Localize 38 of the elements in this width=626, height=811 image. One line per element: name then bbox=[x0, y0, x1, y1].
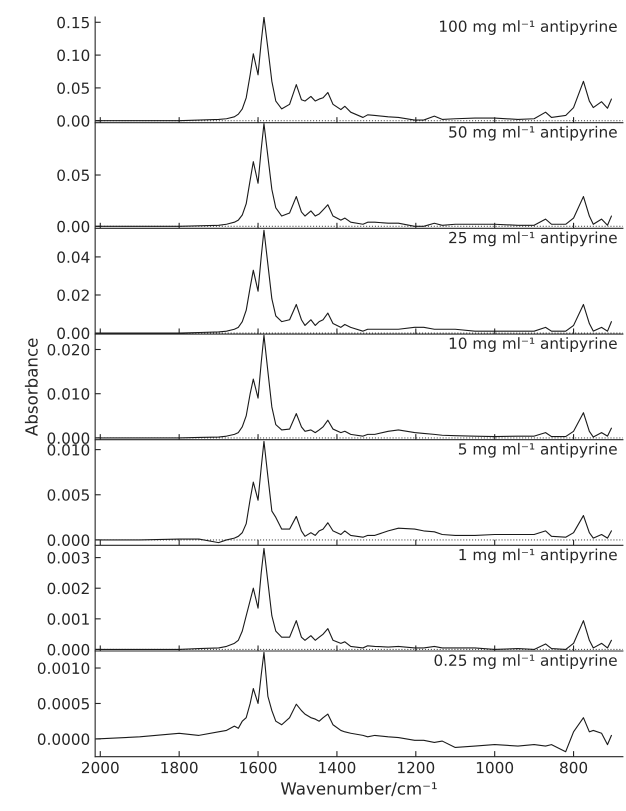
y-tick-label: 0.00 bbox=[57, 115, 90, 127]
y-tick-label: 0.05 bbox=[57, 169, 89, 182]
x-tick-label: 1200 bbox=[398, 762, 434, 774]
y-axis-title: Absorbance bbox=[24, 338, 38, 436]
y-tick-label: 0.000 bbox=[48, 644, 90, 656]
y-tick-label: 0.00 bbox=[57, 220, 90, 232]
y-tick-label: 0.000 bbox=[48, 432, 90, 444]
chart-title: 5 mg ml⁻¹ antipyrine bbox=[458, 442, 617, 458]
y-tick-label: 0.001 bbox=[48, 613, 89, 625]
y-tick-label: 0.010 bbox=[48, 444, 90, 456]
y-tick-label: 0.020 bbox=[48, 344, 90, 356]
y-tick-label: 0.010 bbox=[48, 388, 90, 400]
y-tick-label: 0.000 bbox=[48, 534, 90, 546]
x-tick-label: 800 bbox=[560, 762, 588, 774]
chart-title: 1 mg ml⁻¹ antipyrine bbox=[459, 548, 617, 564]
y-tick-label: 0.00 bbox=[57, 328, 90, 340]
y-tick-label: 0.003 bbox=[48, 552, 90, 564]
y-tick-label: 0.02 bbox=[57, 289, 89, 302]
chart-title: 25 mg ml⁻¹ antipyrine bbox=[449, 232, 617, 246]
x-axis-title: Wavenumber/cm⁻¹ bbox=[280, 782, 437, 796]
x-tick-label: 1000 bbox=[476, 762, 514, 774]
y-tick-label: 0.05 bbox=[57, 82, 89, 94]
y-tick-label: 0.005 bbox=[48, 489, 89, 501]
y-tick-label: 0.0010 bbox=[38, 662, 90, 674]
y-tick-label: 0.0005 bbox=[38, 698, 89, 710]
x-tick-label: 1400 bbox=[319, 762, 356, 774]
y-tick-label: 0.10 bbox=[57, 50, 90, 62]
x-tick-label: 2000 bbox=[82, 762, 119, 774]
chart-title: 0.25 mg ml⁻¹ antipyrine bbox=[434, 654, 617, 669]
chart-title: 50 mg ml⁻¹ antipyrine bbox=[449, 126, 617, 141]
x-tick-label: 1800 bbox=[161, 762, 198, 774]
y-tick-label: 0.04 bbox=[57, 251, 90, 263]
y-tick-label: 0.002 bbox=[48, 582, 89, 594]
y-tick-label: 0.15 bbox=[57, 16, 89, 28]
chart-title: 10 mg ml⁻¹ antipyrine bbox=[450, 337, 617, 352]
x-tick-label: 1600 bbox=[240, 762, 276, 774]
y-tick-label: 0.0000 bbox=[38, 733, 90, 745]
chart-title: 100 mg ml⁻¹ antipyrine bbox=[440, 20, 617, 35]
